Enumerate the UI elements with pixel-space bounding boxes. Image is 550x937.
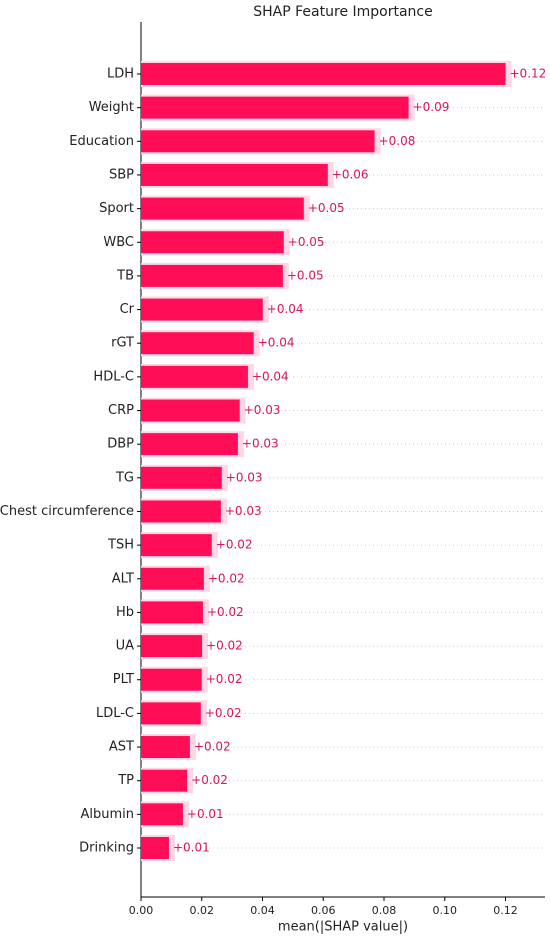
bar <box>141 567 204 590</box>
y-tick-label: UA <box>116 639 135 654</box>
bar <box>141 63 506 85</box>
bar <box>141 399 240 422</box>
value-label: +0.08 <box>379 134 416 148</box>
y-tick-label: rGT <box>111 336 134 351</box>
y-tick-label: Albumin <box>80 807 134 822</box>
value-label: +0.05 <box>288 235 325 249</box>
bar <box>141 837 169 859</box>
bar <box>141 433 238 456</box>
bar <box>141 601 203 624</box>
value-label: +0.02 <box>207 605 244 619</box>
bar <box>141 534 212 557</box>
value-label: +0.02 <box>206 639 243 653</box>
value-label: +0.03 <box>242 437 279 451</box>
bar <box>141 130 375 153</box>
y-tick-label: PLT <box>113 672 134 687</box>
value-label: +0.03 <box>244 403 281 417</box>
x-tick-label: 0.00 <box>129 904 154 917</box>
value-label: +0.05 <box>308 201 345 215</box>
bar <box>141 163 328 186</box>
value-label: +0.04 <box>252 369 289 383</box>
x-tick-label: 0.08 <box>372 904 397 917</box>
bar <box>141 231 284 254</box>
bar <box>141 635 203 658</box>
value-label: +0.03 <box>226 470 263 484</box>
x-tick-label: 0.04 <box>250 904 275 917</box>
y-tick-label: WBC <box>103 235 134 250</box>
y-tick-label: LDH <box>107 67 134 82</box>
value-label: +0.02 <box>206 672 243 686</box>
bar <box>141 365 248 388</box>
x-axis-label: mean(|SHAP value|) <box>278 920 408 935</box>
bar <box>141 466 222 489</box>
y-tick-label: DBP <box>107 437 134 452</box>
y-tick-label: Cr <box>120 302 135 317</box>
y-tick-label: CRP <box>108 403 134 418</box>
value-label: +0.02 <box>216 538 253 552</box>
bar <box>141 264 283 287</box>
value-label: +0.02 <box>205 706 242 720</box>
x-tick-label: 0.12 <box>493 904 518 917</box>
value-label: +0.09 <box>413 100 450 114</box>
y-tick-label: Weight <box>89 100 134 115</box>
y-tick-label: SBP <box>109 167 134 182</box>
value-label: +0.02 <box>191 773 228 787</box>
bar <box>141 96 409 119</box>
y-tick-label: Drinking <box>79 841 134 856</box>
y-tick-label: Sport <box>99 201 134 216</box>
bar <box>141 500 221 523</box>
y-tick-label: Hb <box>116 605 134 620</box>
value-label: +0.02 <box>194 740 231 754</box>
bar <box>141 197 304 220</box>
y-tick-label: TB <box>116 268 134 283</box>
y-tick-label: Chest circumference <box>0 504 134 519</box>
bar <box>141 298 263 321</box>
x-tick-label: 0.10 <box>433 904 458 917</box>
y-tick-label: ALT <box>112 571 134 586</box>
y-tick-label: HDL-C <box>93 369 134 384</box>
bar <box>141 702 201 725</box>
y-tick-label: TG <box>115 470 134 485</box>
bar <box>141 668 202 691</box>
y-tick-label: TSH <box>107 538 134 553</box>
y-tick-label: LDL-C <box>96 706 134 721</box>
value-label: +0.02 <box>208 571 245 585</box>
y-tick-label: Education <box>69 134 134 149</box>
value-label: +0.04 <box>258 336 295 350</box>
value-label: +0.01 <box>187 807 224 821</box>
y-tick-label: TP <box>117 773 134 788</box>
value-label: +0.03 <box>225 504 262 518</box>
bar <box>141 803 183 826</box>
x-tick-label: 0.02 <box>190 904 215 917</box>
value-label: +0.04 <box>267 302 304 316</box>
x-tick-label: 0.06 <box>311 904 336 917</box>
chart-title: SHAP Feature Importance <box>253 4 432 20</box>
value-label: +0.12 <box>510 67 547 81</box>
bar <box>141 332 254 355</box>
y-tick-label: AST <box>109 740 134 755</box>
bar <box>141 736 190 759</box>
value-label: +0.05 <box>287 268 324 282</box>
value-label: +0.01 <box>173 841 210 855</box>
value-label: +0.06 <box>332 167 369 181</box>
bar <box>141 769 188 792</box>
